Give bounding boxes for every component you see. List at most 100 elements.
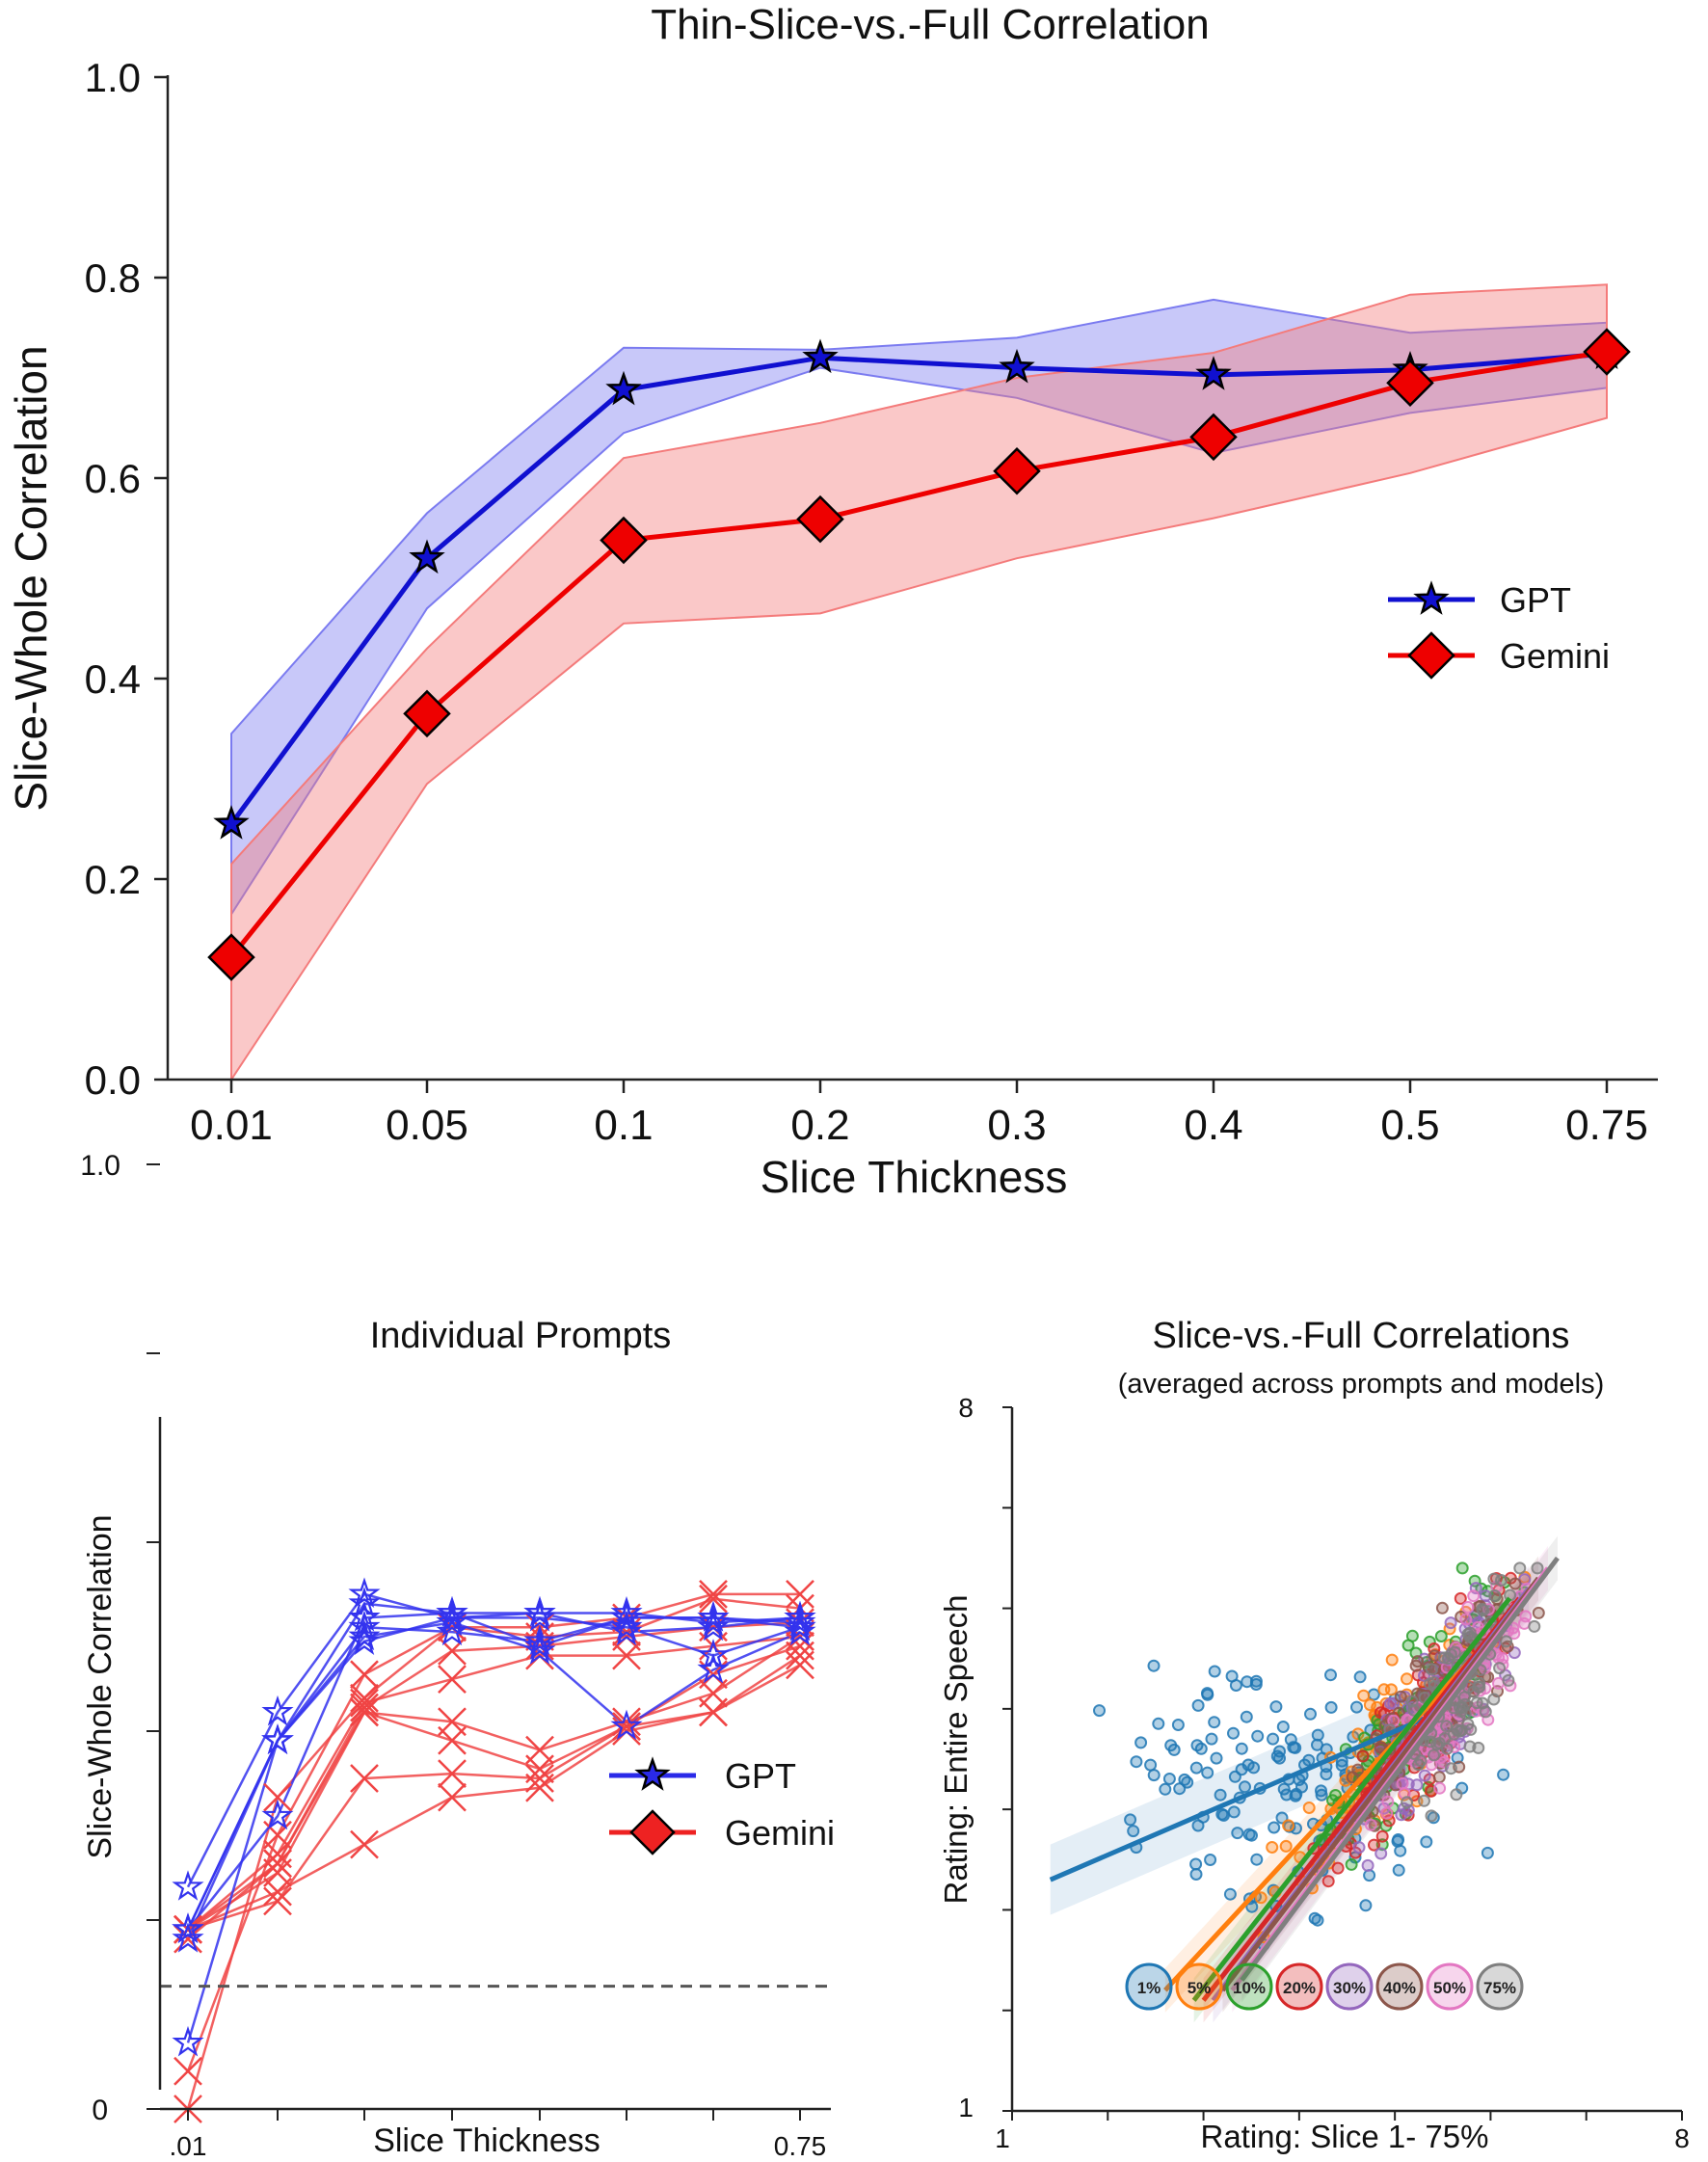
gpt-marker [172,1922,204,1953]
x-tick-label: 8 [1674,2123,1690,2153]
data-point [1190,1739,1204,1752]
data-point [1420,1835,1433,1849]
gpt-marker [348,1577,381,1608]
x-axis-label: Slice Thickness [761,1152,1068,1202]
data-point [1425,1663,1438,1676]
x-ticks: .01 0.75 [170,2109,826,2161]
data-point [1315,1784,1327,1798]
data-point [1191,1698,1205,1712]
gemini-marker [263,1849,292,1879]
data-point [1467,1685,1481,1698]
data-point [1254,1891,1268,1905]
data-point [1440,1720,1454,1733]
x-tick-label: 0.75 [1565,1102,1648,1149]
line-gemini [229,349,1608,959]
x-tick-label: 0.5 [1380,1102,1439,1149]
data-point [1374,1847,1388,1860]
data-point [1152,1717,1165,1730]
data-point [1432,1771,1446,1784]
gemini-marker [786,1631,814,1661]
data-point [1375,1829,1389,1843]
data-point [1418,1794,1430,1807]
data-point [1290,1787,1303,1801]
data-point [1513,1561,1527,1575]
prompt-line-gpt [186,1621,801,1931]
data-point [1461,1600,1475,1614]
gpt-marker [610,1600,643,1632]
gpt-marker [172,1870,204,1901]
gemini-marker [350,1660,379,1690]
data-point [1302,1802,1316,1814]
regression-line [1049,1716,1425,1882]
gemini-marker [350,1683,379,1713]
data-point [1377,1683,1391,1696]
data-point [1250,1853,1264,1866]
y-tick-label: 0 [92,2095,108,2126]
data-point [1242,1828,1256,1841]
data-point [1440,1742,1454,1755]
data-point [1451,1723,1464,1737]
data-point [1228,1770,1241,1783]
gpt-marker [697,1600,730,1632]
gpt-marker [697,1652,730,1684]
gpt-marker [523,1596,556,1627]
gpt-marker [697,1639,730,1669]
prompt-line-gemini [187,1635,801,1931]
data-point [1331,1861,1345,1875]
data-point [1409,1659,1423,1672]
data-point [1282,1819,1295,1832]
band-gemini [230,283,1608,1083]
series-lines [228,349,1608,959]
gemini-marker [699,1580,728,1609]
gpt-marker [436,1605,468,1637]
data-point [1302,1753,1316,1767]
data-point [1492,1676,1505,1690]
y-tick-label: 0.4 [85,656,141,702]
gemini-marker [1583,328,1631,376]
data-point [1181,1775,1194,1789]
data-point [1351,1763,1365,1776]
gpt-marker [523,1629,556,1660]
data-point [1357,1689,1371,1702]
data-point [1279,1839,1293,1853]
data-point [1162,1773,1176,1785]
data-point [1287,1741,1300,1754]
regression-line [1191,1596,1512,2002]
data-point [1396,1776,1409,1790]
data-point [1435,1601,1449,1615]
data-point [1273,1751,1286,1765]
gemini-marker [1189,413,1238,462]
gpt-marker [999,348,1035,384]
data-point [1134,1736,1148,1749]
data-point [1434,1630,1448,1642]
legend-label: Gemini [1500,636,1610,676]
gpt-marker [784,1600,816,1632]
data-point [1461,1627,1475,1641]
gemini-marker [600,516,648,565]
gpt-marker [697,1605,730,1637]
data-point [1189,1857,1203,1871]
data-point [1249,1678,1263,1691]
data-point [1352,1841,1366,1855]
gemini-marker [438,1636,467,1666]
data-point [1412,1758,1426,1772]
data-point [1266,1841,1279,1854]
data-point [1381,1795,1395,1808]
gpt-marker [436,1600,468,1632]
series-markers [207,328,1631,981]
data-point [1324,1700,1338,1714]
legend-swatch-icon [1426,1962,1474,2011]
x-tick-label: 0.01 [190,1102,273,1149]
regression-line [1163,1626,1503,1992]
individual-prompts-chart: Individual Prompts 01.0 .01 0.75 Slice Th… [80,1150,835,2161]
data-point [1130,1755,1143,1769]
data-point [1173,1782,1187,1796]
data-point [1167,1743,1181,1756]
legend-swatch-icon [1375,1962,1424,2011]
legend-swatch-icon [1325,1962,1374,2011]
data-point [1227,1726,1240,1740]
data-point [1189,1761,1203,1775]
data-point [1364,1818,1377,1831]
gpt-marker [436,1615,468,1646]
gemini-marker [350,1697,379,1727]
